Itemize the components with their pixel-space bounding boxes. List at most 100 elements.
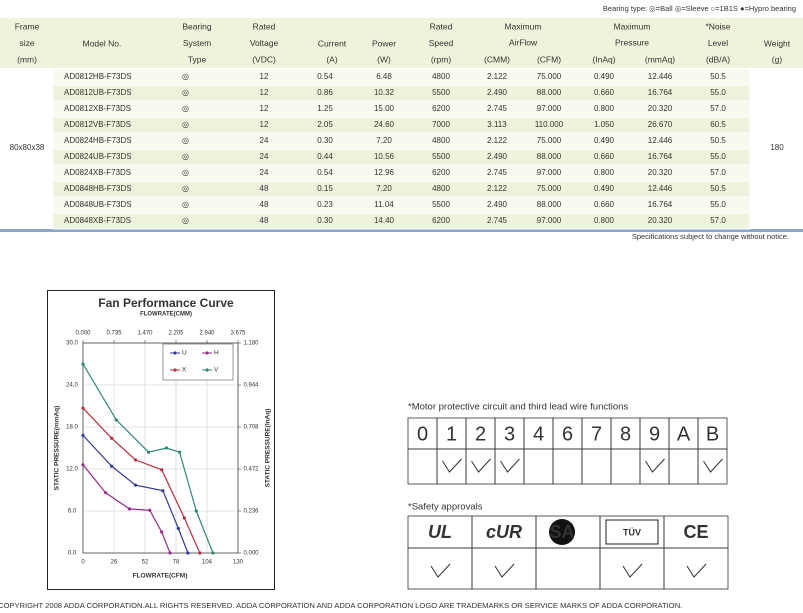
cell: [639, 448, 670, 485]
table-cell: 24: [260, 168, 269, 177]
check-mark: [686, 563, 707, 578]
table-cell: 24: [260, 152, 269, 161]
point: [186, 551, 190, 555]
table-cell: ◎: [182, 136, 189, 145]
table-cell: 7000: [432, 120, 450, 129]
table-cell: 16.764: [648, 200, 673, 209]
table-cell: 48: [260, 184, 269, 193]
x-tick-label: 104: [202, 560, 213, 566]
column-header: (CMM): [484, 54, 510, 64]
table-cell: 6200: [432, 216, 450, 225]
table-cell: 57.0: [710, 168, 726, 177]
legend-marker: [205, 368, 209, 372]
cell: [535, 547, 601, 590]
row-band: [52, 132, 751, 150]
point: [168, 551, 172, 555]
x-axis-title: FLOWRATE(CFM): [133, 573, 188, 580]
column-header: Current: [318, 38, 347, 48]
table-cell: 2.745: [487, 104, 508, 113]
column-header: (dB/A): [706, 54, 730, 64]
x2-tick-label: 2.940: [199, 331, 215, 337]
table-cell: 0.490: [594, 72, 615, 81]
point: [211, 551, 215, 555]
table-cell: AD0848XB-F73DS: [64, 216, 131, 225]
table-cell: 2.122: [487, 72, 508, 81]
point: [81, 362, 85, 366]
footer: COPYRIGHT 2008 ADDA CORPORATION.ALL RIGH…: [0, 601, 682, 610]
table-cell: 2.745: [487, 168, 508, 177]
table-cell: 110.000: [535, 120, 564, 129]
x-tick-label: 130: [233, 560, 244, 566]
table-cell: 0.23: [317, 200, 333, 209]
table-cell: 60.5: [710, 120, 726, 129]
bearing-legend: Bearing type: ◎=Ball ◎=Sleeve ○=1B1S ●=H…: [603, 4, 796, 13]
table-cell: 12.446: [648, 136, 673, 145]
table-cell: 6200: [432, 168, 450, 177]
table-cell: 12: [260, 88, 269, 97]
weight: 180: [770, 143, 784, 152]
legend-label: X: [182, 367, 187, 374]
table-cell: 3.113: [487, 120, 507, 129]
table-cell: 16.764: [648, 88, 673, 97]
column-header: size: [19, 38, 34, 48]
column-header: (mmAq): [645, 54, 675, 64]
column-header: Power: [372, 38, 396, 48]
check-mark: [622, 563, 643, 578]
column-header: Rated: [430, 21, 453, 31]
table-cell: 16.764: [648, 152, 673, 161]
table-cell: 12: [260, 104, 269, 113]
x2-axis-title: FLOWRATE(CMM): [140, 312, 192, 318]
table-cell: 0.660: [594, 88, 615, 97]
table-cell: ◎: [182, 168, 189, 177]
column-header: System: [183, 38, 211, 48]
table-cell: AD0848UB-F73DS: [64, 200, 132, 209]
table-cell: ◎: [182, 72, 189, 81]
point: [110, 436, 114, 440]
point: [160, 530, 164, 534]
table-cell: AD0812XB-F73DS: [64, 104, 131, 113]
column-header: *Noise: [705, 21, 730, 31]
table-cell: 97.000: [537, 168, 562, 177]
x2-tick-label: 0.000: [75, 331, 91, 337]
table-cell: 0.54: [317, 72, 333, 81]
function-code: 7: [591, 423, 602, 445]
y-tick-label: 6.0: [68, 509, 77, 515]
table-cell: ◎: [182, 200, 189, 209]
column-header: (A): [326, 54, 338, 64]
y2-tick-label: 0.000: [243, 551, 259, 557]
table-cell: 97.000: [537, 216, 562, 225]
row-band: [52, 148, 751, 166]
table-cell: 7.20: [376, 136, 392, 145]
check-mark: [500, 458, 520, 473]
point: [148, 508, 152, 512]
check-mark: [430, 563, 451, 578]
table-cell: 0.800: [594, 216, 615, 225]
column-header: AirFlow: [509, 37, 538, 47]
legend-label: H: [214, 350, 219, 357]
table-cell: 75.000: [537, 184, 562, 193]
table-cell: 88.000: [537, 200, 562, 209]
table-cell: ◎: [182, 104, 189, 113]
function-code: 1: [446, 423, 457, 445]
point: [146, 450, 151, 454]
legend-marker: [173, 351, 177, 355]
frame-size: 80x80x38: [10, 143, 45, 152]
table-cell: ◎: [182, 88, 189, 97]
table-cell: 7.20: [376, 184, 392, 193]
table-cell: 0.54: [317, 168, 333, 177]
check-mark: [703, 458, 723, 473]
table-cell: 0.660: [594, 200, 615, 209]
point: [160, 468, 164, 472]
table-cell: 20.320: [648, 216, 673, 225]
table-cell: ◎: [182, 152, 189, 161]
cell: [407, 448, 438, 485]
cell: [465, 448, 496, 485]
table-cell: 12: [260, 72, 269, 81]
table-cell: 14.40: [374, 216, 395, 225]
table-cell: 75.000: [537, 72, 562, 81]
function-code: 2: [475, 423, 486, 445]
series-line: [82, 434, 189, 554]
point: [133, 458, 138, 462]
column-header: (InAq): [592, 54, 615, 64]
